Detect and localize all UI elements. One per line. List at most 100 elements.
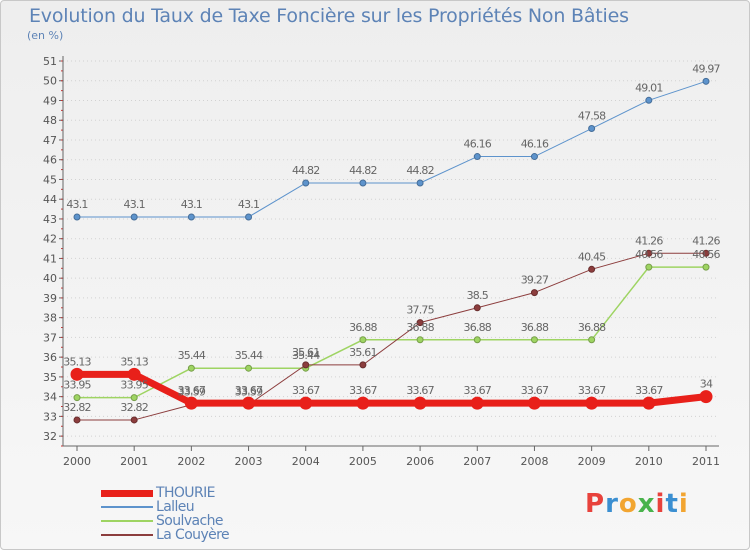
logo-letter: i	[655, 489, 666, 519]
data-label: 43.1	[124, 198, 145, 211]
y-tick-label: 38	[43, 312, 57, 325]
legend-item: THOURIE	[101, 485, 341, 501]
data-point	[473, 336, 481, 344]
data-point	[73, 394, 81, 402]
data-point	[588, 336, 596, 344]
data-point	[645, 96, 653, 104]
y-tick-label: 49	[43, 94, 57, 107]
data-point	[642, 396, 656, 410]
data-point	[588, 125, 596, 133]
data-label: 33.59	[178, 386, 206, 399]
data-label: 33.67	[406, 384, 434, 397]
data-label: 40.56	[635, 248, 663, 261]
data-label: 46.16	[521, 138, 549, 151]
data-label: 33.67	[292, 384, 320, 397]
y-tick-label: 47	[43, 134, 57, 147]
data-label: 44.82	[292, 164, 320, 177]
y-tick-label: 46	[43, 154, 57, 167]
x-tick-label: 2011	[692, 455, 720, 468]
x-tick-label: 2002	[177, 455, 205, 468]
legend-item: Lalleu	[101, 499, 341, 515]
data-point	[73, 416, 81, 424]
data-point	[416, 336, 424, 344]
data-label: 39.27	[521, 274, 549, 287]
data-label: 35.13	[63, 355, 91, 368]
data-label: 36.88	[349, 321, 377, 334]
data-label: 33.67	[578, 384, 606, 397]
data-point	[130, 416, 138, 424]
data-label: 43.1	[66, 198, 87, 211]
data-point	[242, 396, 256, 410]
data-point	[302, 361, 310, 369]
x-tick-label: 2006	[406, 455, 434, 468]
legend-label: La Couyère	[156, 527, 230, 543]
data-label: 35.44	[235, 349, 263, 362]
legend-swatch	[101, 520, 153, 522]
data-point	[470, 396, 484, 410]
data-point	[416, 179, 424, 187]
data-label: 34	[700, 378, 713, 391]
data-label: 33.95	[63, 379, 91, 392]
y-tick-label: 43	[43, 213, 57, 226]
legend-swatch	[101, 534, 153, 536]
y-tick-label: 48	[43, 114, 57, 127]
x-tick-label: 2000	[63, 455, 91, 468]
data-label: 32.82	[120, 401, 148, 414]
data-point	[699, 390, 713, 404]
data-point	[187, 364, 195, 372]
x-tick-label: 2003	[235, 455, 263, 468]
data-point	[245, 213, 253, 221]
data-label: 41.26	[692, 234, 720, 247]
x-tick-label: 2001	[120, 455, 148, 468]
data-label: 43.1	[238, 198, 259, 211]
data-point	[130, 213, 138, 221]
x-tick-label: 2008	[520, 455, 548, 468]
data-point	[585, 396, 599, 410]
data-label: 44.82	[406, 164, 434, 177]
data-label: 36.88	[521, 321, 549, 334]
data-point	[184, 396, 198, 410]
y-tick-label: 36	[43, 351, 57, 364]
data-label: 46.16	[464, 138, 492, 151]
data-point	[413, 396, 427, 410]
data-point	[527, 396, 541, 410]
data-label: 47.58	[578, 110, 606, 123]
y-tick-label: 50	[43, 75, 57, 88]
data-label: 32.82	[63, 401, 91, 414]
data-label: 38.5	[467, 289, 489, 302]
data-point	[530, 289, 538, 297]
chart-unit: (en %)	[27, 29, 64, 42]
data-point	[530, 153, 538, 161]
series-line-thourie	[73, 370, 710, 407]
data-label: 36.88	[464, 321, 492, 334]
data-label: 33.59	[235, 386, 263, 399]
data-label: 49.01	[635, 81, 663, 94]
chart-title: Evolution du Taux de Taxe Foncière sur l…	[29, 5, 629, 27]
x-tick-label: 2004	[292, 455, 320, 468]
y-tick-label: 44	[43, 193, 57, 206]
data-point	[702, 77, 710, 85]
data-label: 35.13	[120, 355, 148, 368]
data-point	[473, 153, 481, 161]
x-tick-label: 2007	[463, 455, 491, 468]
legend-label: Lalleu	[156, 499, 195, 515]
data-label: 36.88	[406, 321, 434, 334]
legend-item: Soulvache	[101, 513, 341, 529]
x-tick-label: 2010	[635, 455, 663, 468]
data-label: 43.1	[181, 198, 202, 211]
data-label: 33.95	[120, 379, 148, 392]
data-label: 37.75	[406, 304, 434, 317]
logo-letter: o	[618, 489, 638, 519]
y-tick-label: 32	[43, 430, 57, 443]
data-label: 33.67	[464, 384, 492, 397]
data-point	[702, 263, 710, 271]
data-label: 33.67	[178, 384, 206, 397]
logo-letter: r	[605, 489, 619, 519]
series-line-soulvache	[76, 266, 707, 399]
data-label: 40.56	[692, 248, 720, 261]
data-label: 35.44	[178, 349, 206, 362]
data-label: 41.26	[635, 234, 663, 247]
x-tick-label: 2009	[578, 455, 606, 468]
data-point	[645, 249, 653, 257]
